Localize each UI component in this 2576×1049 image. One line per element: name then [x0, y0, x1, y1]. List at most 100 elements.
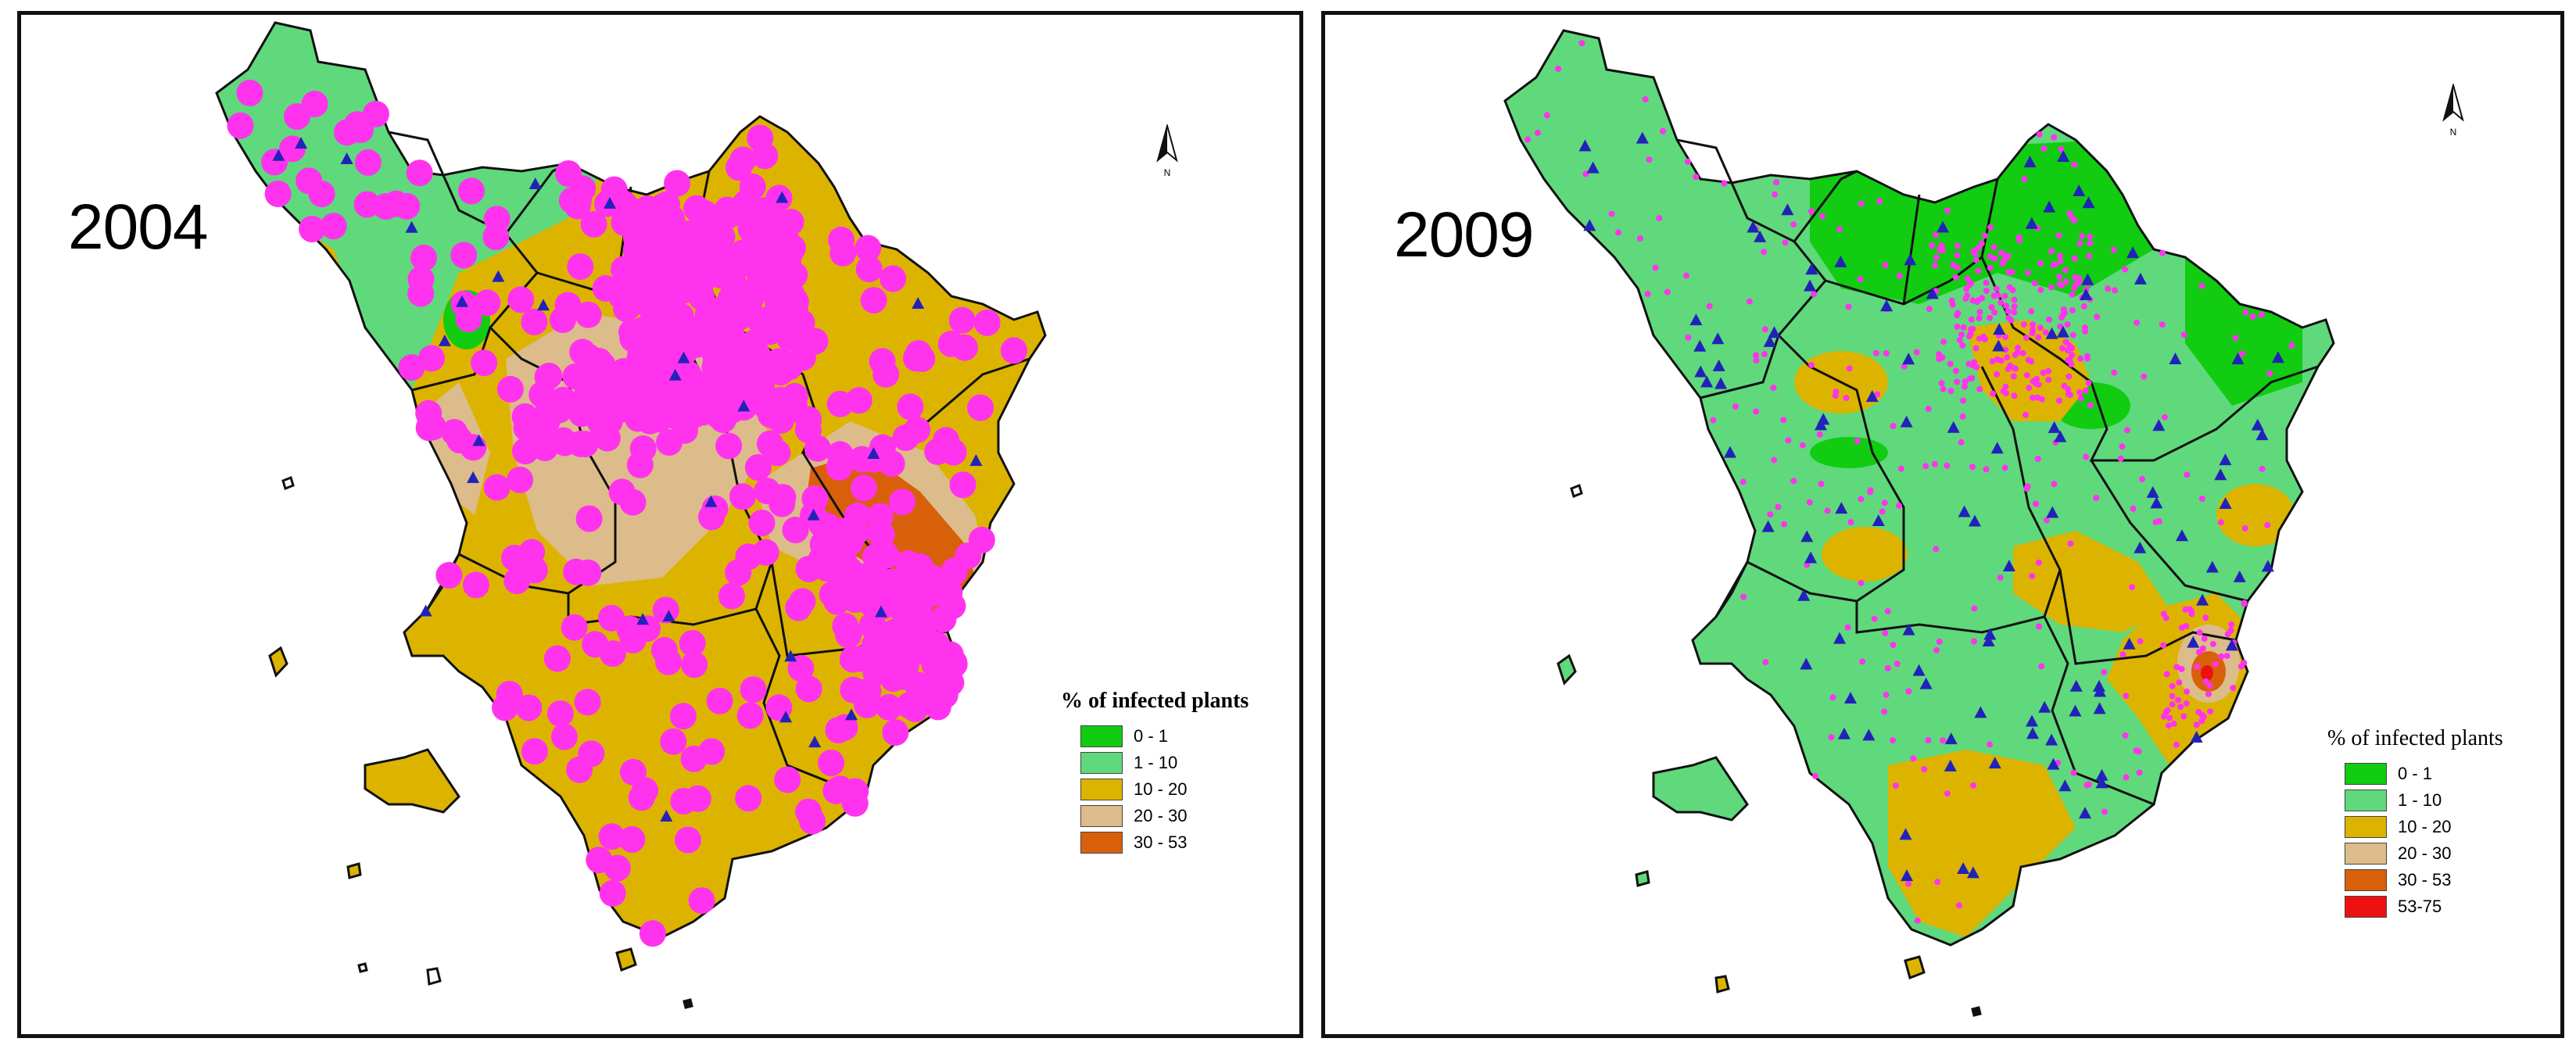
triangle-marker: [2056, 325, 2069, 338]
sample-point: [1578, 40, 1585, 47]
sample-point: [1790, 478, 1797, 485]
sample-point: [2021, 176, 2028, 183]
sample-point: [507, 286, 535, 313]
sample-point: [2184, 688, 2190, 695]
triangle-marker: [2251, 418, 2264, 431]
triangle-marker: [1988, 757, 2001, 769]
sample-point: [1710, 417, 1717, 424]
sample-point: [1761, 326, 1768, 333]
sample-point: [2242, 309, 2249, 316]
sample-point: [679, 629, 706, 657]
sample-point: [2003, 303, 2009, 310]
sample-point: [1847, 519, 1854, 526]
sample-point: [618, 319, 645, 345]
sample-point: [2175, 696, 2181, 704]
sample-point: [299, 216, 326, 242]
sample-point: [1983, 466, 1990, 473]
triangle-marker: [295, 137, 308, 149]
sample-point: [550, 723, 578, 750]
sample-point: [936, 578, 963, 606]
triangle-marker: [2205, 560, 2219, 573]
sample-point: [2087, 402, 2094, 409]
sample-point: [2198, 496, 2205, 502]
sample-point: [2094, 313, 2101, 320]
legend-label: 1 - 10: [2398, 790, 2442, 810]
sample-point: [2001, 292, 2008, 299]
sample-point: [1956, 902, 1962, 909]
sample-point: [406, 159, 433, 187]
sample-point: [2087, 240, 2094, 247]
sample-point: [1976, 296, 1983, 303]
sample-point: [1983, 288, 1990, 294]
sample-point: [521, 738, 548, 765]
sample-point: [496, 375, 524, 403]
sample-point: [738, 341, 765, 368]
sample-point: [949, 471, 976, 499]
sample-point: [866, 518, 894, 546]
sample-point: [2206, 682, 2213, 689]
sample-point: [236, 79, 263, 106]
sample-point: [1818, 213, 1825, 220]
sample-point: [2117, 455, 2124, 462]
sample-point: [588, 374, 615, 402]
sample-point: [2130, 505, 2137, 512]
sample-point: [2241, 600, 2248, 607]
sample-point: [1843, 395, 1850, 402]
north-label: N: [2450, 127, 2457, 138]
sample-point: [2025, 356, 2032, 363]
sample-point: [1970, 782, 1977, 789]
legend-label: 20 - 30: [1134, 806, 1188, 825]
triangle-marker: [1926, 287, 1939, 299]
sample-point: [904, 416, 931, 443]
sample-point: [2093, 494, 2100, 501]
sample-point: [2209, 640, 2216, 647]
triangle-marker: [668, 368, 682, 381]
sample-point: [2169, 682, 2176, 689]
sample-point: [801, 485, 829, 512]
sample-point: [2011, 392, 2018, 399]
sample-point: [2035, 559, 2042, 566]
sample-point: [2005, 269, 2012, 275]
triangle-marker: [2026, 714, 2039, 727]
sample-point: [2015, 345, 2021, 351]
sample-point: [1910, 755, 1917, 762]
sample-point: [2062, 278, 2069, 285]
sample-point: [2066, 356, 2073, 363]
sample-point: [1884, 608, 1891, 614]
sample-point: [1636, 235, 1643, 242]
sample-point: [2002, 334, 2009, 341]
triangle-marker: [1990, 442, 2004, 454]
legend-row: 10 - 20: [1080, 776, 1249, 803]
triangle-marker: [2025, 217, 2038, 229]
sample-point: [2082, 324, 2088, 331]
sample-point: [618, 207, 645, 235]
zone-20-30-small: [2160, 778, 2179, 797]
triangle-marker: [1862, 729, 1876, 741]
sample-point: [882, 719, 909, 746]
triangle-marker: [1768, 326, 1781, 338]
sample-point: [2056, 397, 2062, 404]
triangle-marker: [1693, 339, 1707, 352]
sample-point: [1956, 337, 1963, 344]
triangle-marker: [2123, 637, 2136, 650]
sample-point: [1804, 561, 1811, 568]
sample-point: [1890, 737, 1896, 744]
sample-point: [2045, 367, 2051, 374]
sample-point: [1656, 215, 1663, 222]
legend-title: % of infected plants: [2327, 726, 2503, 750]
legend-swatch: [2345, 869, 2387, 891]
legend-label: 0 - 1: [1134, 726, 1169, 746]
sample-point: [842, 778, 869, 805]
sample-point: [2241, 659, 2248, 666]
sample-point: [789, 588, 816, 615]
sample-point: [2065, 385, 2072, 392]
sample-point: [736, 702, 764, 729]
sample-point: [2040, 369, 2047, 376]
triangle-marker: [2026, 727, 2040, 739]
sample-point: [669, 703, 697, 730]
sample-point: [1780, 417, 1787, 424]
sample-point: [1896, 272, 1903, 279]
sample-point: [752, 392, 779, 419]
sample-point: [2034, 456, 2041, 462]
sample-point: [1761, 351, 1768, 358]
